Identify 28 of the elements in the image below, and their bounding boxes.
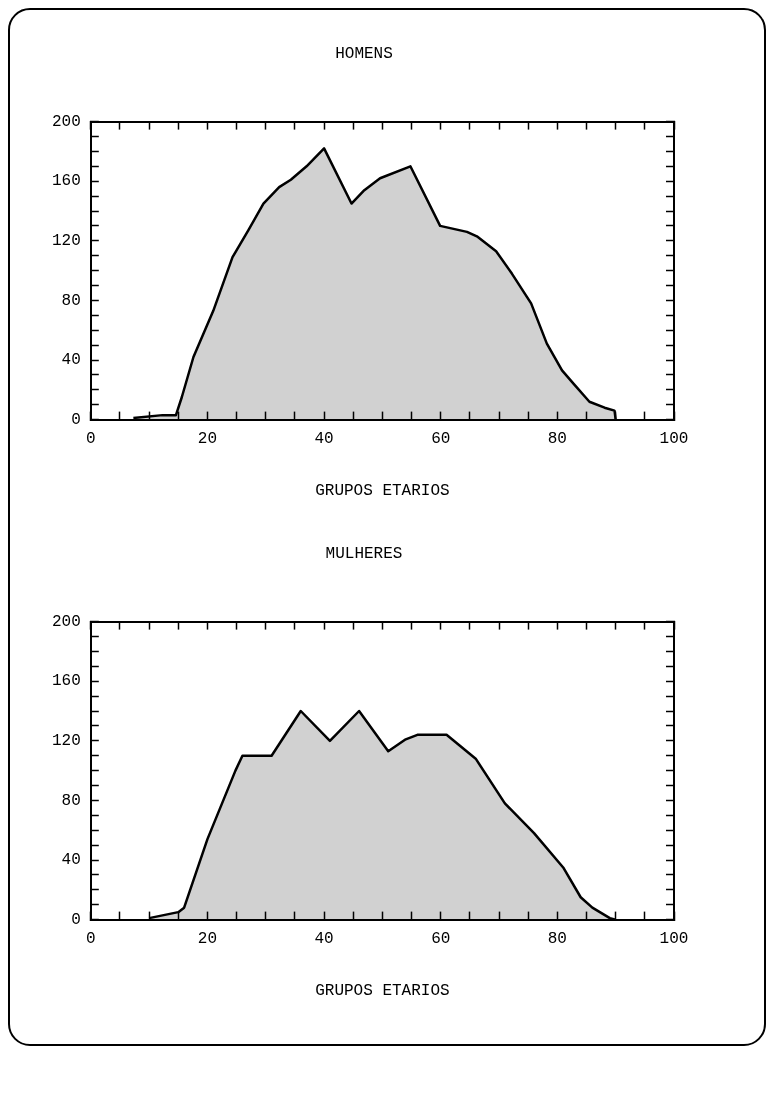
x-tick-label: 40	[314, 430, 334, 449]
x-tick-label: 60	[431, 930, 451, 949]
x-tick-label: 60	[431, 430, 451, 449]
y-tick-label: 120	[51, 732, 81, 751]
x-tick-label: 0	[86, 430, 96, 449]
x-tick-label: 40	[314, 930, 334, 949]
y-tick-label: 40	[61, 851, 81, 870]
x-tick-label: 0	[86, 930, 96, 949]
chart-title: HOMENS	[335, 44, 393, 63]
y-tick-label: 80	[61, 291, 81, 310]
chart-title: MULHERES	[325, 544, 403, 563]
x-axis-title: GRUPOS ETARIOS	[315, 481, 450, 500]
y-tick-label: 120	[51, 232, 81, 251]
x-tick-label: 100	[659, 930, 689, 949]
x-tick-label: 20	[197, 930, 218, 949]
x-tick-label: 80	[547, 930, 567, 949]
x-axis-title: GRUPOS ETARIOS	[315, 981, 450, 1000]
y-tick-label: 0	[71, 910, 81, 929]
y-tick-label: 40	[61, 351, 81, 370]
x-tick-label: 100	[659, 430, 689, 449]
y-tick-label: 80	[61, 791, 81, 810]
y-tick-label: 160	[51, 172, 81, 191]
y-tick-label: 0	[71, 410, 81, 429]
y-tick-label: 160	[51, 672, 81, 691]
y-tick-label: 200	[51, 112, 81, 131]
x-tick-label: 80	[547, 430, 567, 449]
x-tick-label: 20	[197, 430, 218, 449]
y-tick-label: 200	[51, 612, 81, 631]
